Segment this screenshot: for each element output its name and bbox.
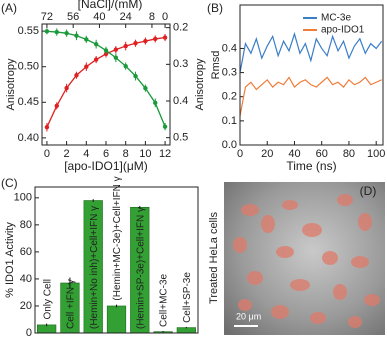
point xyxy=(153,36,158,42)
x-tick-label: 2 xyxy=(64,148,70,160)
y-tick-label: 100 xyxy=(14,192,32,204)
series-line xyxy=(239,31,383,73)
x-tick-label: 80 xyxy=(343,148,355,160)
point xyxy=(54,103,59,109)
x-tick-label: 20 xyxy=(261,148,273,160)
y-tick-label: 0.40 xyxy=(18,132,39,144)
point xyxy=(74,33,79,38)
y-tick-label: 0.45 xyxy=(18,96,39,108)
point xyxy=(103,48,109,53)
legend-label: MC-3e xyxy=(321,13,351,24)
point xyxy=(64,85,69,91)
y2-axis-title: Anisotropy xyxy=(194,58,206,110)
bar-label: Cell +IFN γ xyxy=(66,279,77,329)
point xyxy=(113,47,119,52)
point xyxy=(54,29,59,35)
x-tick-label: 12 xyxy=(159,148,171,160)
point xyxy=(153,100,158,106)
x-tick-label: 8 xyxy=(149,11,155,23)
y-tick-label: 20 xyxy=(20,300,32,312)
y-tick-label: 0 xyxy=(26,327,32,339)
x-tick-label: 72 xyxy=(41,11,53,23)
y-tick-label: 60 xyxy=(20,246,32,258)
panel-label: (B) xyxy=(207,1,223,15)
y-tick-label: 0.2 xyxy=(173,22,188,34)
point xyxy=(123,43,128,49)
point xyxy=(64,30,69,36)
panel-label: (C) xyxy=(1,176,18,190)
x-tick-label: 8 xyxy=(123,148,129,160)
x-axis-title: Time (ns) xyxy=(286,159,336,173)
point xyxy=(44,29,50,34)
point xyxy=(84,64,89,69)
y-axis-title: Anisotropy xyxy=(5,58,17,110)
bar-label: (Hemin+No inh)+Cell+IFN γ xyxy=(89,206,100,329)
point xyxy=(162,35,168,40)
y-tick-label: 0.1 xyxy=(222,115,237,127)
x-tick-label: 100 xyxy=(367,148,385,160)
x-tick-label: 40 xyxy=(288,148,300,160)
x-tick-label: 0 xyxy=(237,148,243,160)
bar-label: (Hemin+MC-3e)+Cell+IFN γ xyxy=(112,176,123,300)
y-axis-title: Rmsd xyxy=(210,51,222,80)
y-tick-label: 0.0 xyxy=(222,139,237,151)
cells xyxy=(233,194,380,328)
point xyxy=(162,124,168,129)
bar xyxy=(176,327,196,334)
x-tick-label: 4 xyxy=(83,148,89,160)
y-tick-label: 40 xyxy=(20,273,32,285)
point xyxy=(133,41,138,46)
y-tick-label: 0.4 xyxy=(222,42,237,54)
point xyxy=(123,63,128,69)
x-tick-label: 56 xyxy=(67,11,79,23)
point xyxy=(113,55,119,60)
fit-line xyxy=(46,30,166,127)
x2-axis-title: [NaCl]/(mM) xyxy=(78,0,143,11)
point xyxy=(84,37,89,42)
y-tick-label: 0.50 xyxy=(18,61,39,73)
scale-bar-label: 20 μm xyxy=(236,311,261,321)
y-tick-label: 0.3 xyxy=(222,66,237,78)
plot-frame xyxy=(41,23,171,146)
x-tick-label: 6 xyxy=(103,148,109,160)
plot-frame xyxy=(239,4,384,146)
point xyxy=(93,41,99,47)
y-tick-label: 0.5 xyxy=(173,132,188,144)
point xyxy=(93,57,99,62)
y-tick-label: 80 xyxy=(20,219,32,231)
y-tick-label: 0.4 xyxy=(173,95,188,107)
x-tick-label: 0 xyxy=(162,11,168,23)
y-axis-title: % IDO1 Activity xyxy=(4,222,16,298)
x-axis-title: [apo-IDO1](μM) xyxy=(64,159,148,173)
x-tick-label: 10 xyxy=(139,148,151,160)
bar-label: (Hemin+SP-3e)+Cell+IFN γ xyxy=(135,207,146,329)
bar-label: Cell+SP-3e xyxy=(182,272,193,323)
bar xyxy=(106,305,127,334)
point xyxy=(74,73,79,78)
panel-label: (A) xyxy=(1,1,17,15)
series-line xyxy=(239,76,382,117)
plot-frame xyxy=(34,186,199,334)
point xyxy=(44,125,50,130)
panel-label: (D) xyxy=(360,184,377,198)
image-caption: Treated HeLa cells xyxy=(208,212,220,304)
image-panel: 20 μm (D) Treated HeLa cells xyxy=(208,182,385,335)
x-tick-label: 40 xyxy=(93,11,105,23)
y-tick-label: 0.2 xyxy=(222,91,237,103)
point xyxy=(143,38,148,44)
legend-label: apo-IDO1 xyxy=(321,25,365,36)
point xyxy=(133,73,138,79)
y-tick-label: 0.55 xyxy=(18,25,39,37)
bar-label: Cell+MC-3e xyxy=(159,273,170,327)
point xyxy=(143,85,148,91)
x-tick-label: 60 xyxy=(316,148,328,160)
x-tick-label: 0 xyxy=(44,148,50,160)
x-tick-label: 24 xyxy=(120,11,132,23)
bar-label: Only Cell xyxy=(42,279,53,320)
y-tick-label: 0.3 xyxy=(173,58,188,70)
